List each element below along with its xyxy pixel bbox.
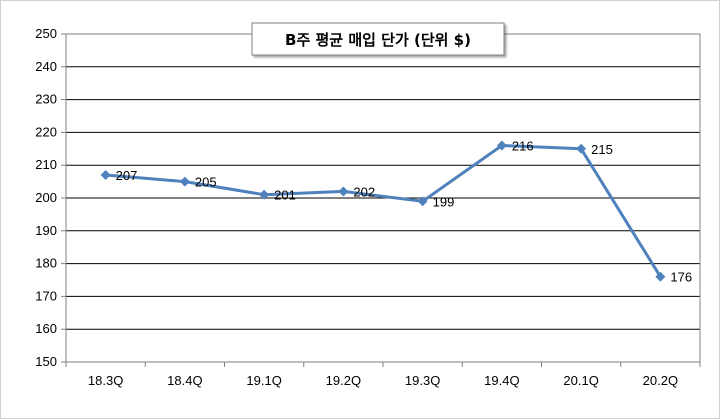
series-layer	[100, 140, 666, 282]
y-tick-label: 190	[35, 223, 57, 238]
x-tick-label: 19.3Q	[405, 373, 440, 388]
y-tick-label: 150	[35, 354, 57, 369]
data-labels: 207 205 201 202 199 216 215 176	[116, 139, 692, 285]
data-label: 201	[274, 188, 296, 203]
chart-title-box: B주 평균 매입 단가 (단위 $)	[251, 22, 505, 56]
y-tick-label: 170	[35, 288, 57, 303]
chart-title: B주 평균 매입 단가 (단위 $)	[285, 31, 471, 49]
data-point-marker	[338, 186, 349, 197]
x-tick-label: 19.2Q	[326, 373, 361, 388]
data-label: 176	[670, 270, 692, 285]
y-tick-label: 160	[35, 321, 57, 336]
data-label: 215	[591, 142, 613, 157]
data-label: 216	[512, 139, 534, 154]
data-point-marker	[179, 176, 190, 187]
data-label: 202	[353, 184, 375, 199]
y-tick-label: 200	[35, 190, 57, 205]
y-tick-label: 240	[35, 59, 57, 74]
y-tick-label: 180	[35, 256, 57, 271]
y-tick-label: 250	[35, 26, 57, 41]
data-point-marker	[417, 196, 428, 207]
x-tick-label: 18.3Q	[88, 373, 123, 388]
x-tick-label: 20.2Q	[643, 373, 678, 388]
x-tick-label: 18.4Q	[167, 373, 202, 388]
x-tick-label: 19.1Q	[246, 373, 281, 388]
data-point-marker	[576, 143, 587, 154]
series-line	[105, 144, 662, 278]
data-label: 199	[433, 194, 455, 209]
y-tick-label: 220	[35, 124, 57, 139]
chart-title-frame	[251, 22, 505, 56]
data-label: 205	[195, 175, 217, 190]
data-point-marker	[496, 140, 507, 151]
y-tick-label: 230	[35, 92, 57, 107]
data-point-marker	[655, 271, 666, 282]
x-tick-label: 20.1Q	[563, 373, 598, 388]
data-point-marker	[259, 189, 270, 200]
y-axis-tick-labels: 150 160 170 180 190 200 210 220 230 240 250	[35, 26, 66, 369]
x-axis-tick-labels: 18.3Q 18.4Q 19.1Q 19.2Q 19.3Q 19.4Q 20.1Q 20.2Q	[65, 362, 701, 388]
x-tick-label: 19.4Q	[484, 373, 519, 388]
y-tick-label: 210	[35, 157, 57, 172]
data-label: 207	[116, 168, 138, 183]
data-point-marker	[100, 170, 111, 181]
